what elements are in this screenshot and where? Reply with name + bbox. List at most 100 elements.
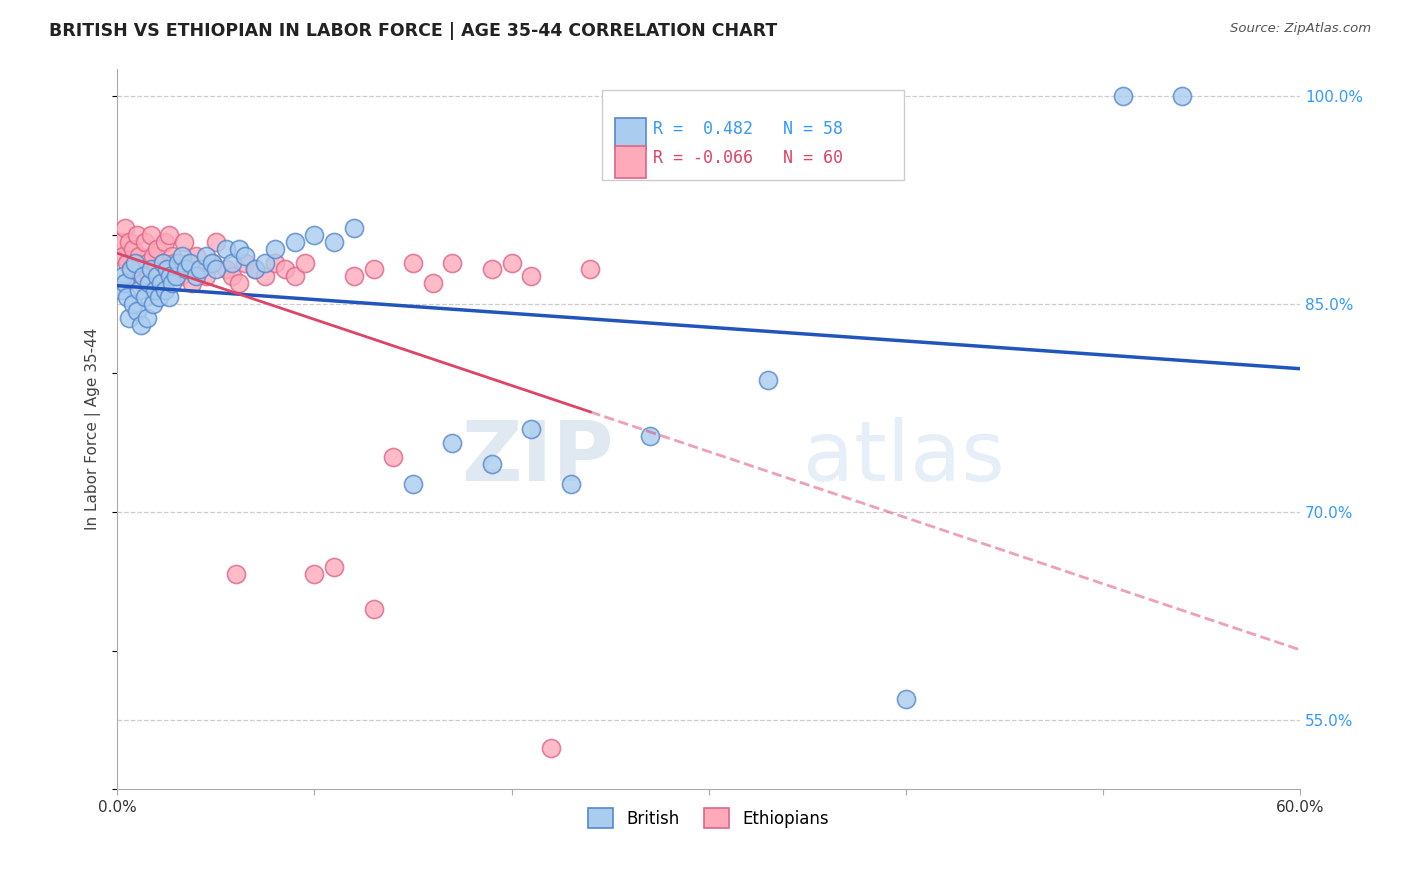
Point — [172, 249, 194, 263]
Point — [139, 227, 162, 242]
Point — [143, 262, 166, 277]
Point — [441, 435, 464, 450]
Point — [148, 290, 170, 304]
Text: R = -0.066   N = 60: R = -0.066 N = 60 — [652, 149, 844, 168]
Text: ZIP: ZIP — [461, 417, 614, 499]
Y-axis label: In Labor Force | Age 35-44: In Labor Force | Age 35-44 — [86, 327, 101, 530]
Point — [382, 450, 405, 464]
Point — [148, 269, 170, 284]
Point — [201, 255, 224, 269]
Point — [120, 262, 142, 277]
Point — [323, 560, 346, 574]
Point — [194, 269, 217, 284]
Point — [579, 262, 602, 277]
Point — [118, 310, 141, 325]
Point — [520, 269, 543, 284]
Text: R =  0.482   N = 58: R = 0.482 N = 58 — [652, 120, 844, 137]
Point — [128, 249, 150, 263]
Point — [124, 255, 146, 269]
Point — [110, 283, 132, 297]
Point — [129, 262, 152, 277]
Point — [540, 740, 562, 755]
Point — [756, 373, 779, 387]
Point — [174, 262, 197, 277]
Point — [245, 262, 267, 277]
Point — [264, 255, 287, 269]
Text: BRITISH VS ETHIOPIAN IN LABOR FORCE | AGE 35-44 CORRELATION CHART: BRITISH VS ETHIOPIAN IN LABOR FORCE | AG… — [49, 22, 778, 40]
Point — [114, 220, 136, 235]
FancyBboxPatch shape — [616, 146, 645, 178]
Point — [221, 269, 243, 284]
Point — [254, 255, 277, 269]
Point — [173, 235, 195, 249]
Point — [225, 567, 247, 582]
Point — [284, 235, 307, 249]
Legend: British, Ethiopians: British, Ethiopians — [581, 801, 837, 835]
Point — [118, 235, 141, 249]
Point — [264, 242, 287, 256]
Point — [112, 269, 135, 284]
FancyBboxPatch shape — [602, 90, 904, 180]
Point — [638, 429, 661, 443]
Point — [167, 255, 190, 269]
Text: Source: ZipAtlas.com: Source: ZipAtlas.com — [1230, 22, 1371, 36]
Point — [323, 235, 346, 249]
Point — [304, 567, 326, 582]
Point — [153, 283, 176, 297]
Point — [134, 235, 156, 249]
Point — [402, 255, 425, 269]
Point — [422, 277, 444, 291]
Point — [235, 249, 257, 263]
Point — [205, 235, 228, 249]
Point — [165, 262, 187, 277]
Point — [894, 692, 917, 706]
Point — [145, 269, 167, 284]
Point — [215, 242, 238, 256]
Point — [188, 262, 211, 277]
Point — [165, 269, 187, 284]
Point — [124, 269, 146, 284]
Point — [115, 290, 138, 304]
Point — [152, 255, 174, 269]
Point — [129, 318, 152, 332]
Point — [149, 277, 172, 291]
Point — [254, 269, 277, 284]
Point — [132, 269, 155, 284]
Text: atlas: atlas — [803, 417, 1005, 499]
Point — [125, 304, 148, 318]
Point — [560, 477, 582, 491]
Point — [343, 220, 366, 235]
Point — [343, 269, 366, 284]
Point — [132, 277, 155, 291]
Point — [159, 269, 181, 284]
Point — [215, 262, 238, 277]
Point — [138, 269, 160, 284]
Point — [157, 227, 180, 242]
Point — [228, 242, 250, 256]
Point — [115, 255, 138, 269]
Point — [177, 255, 200, 269]
Point — [235, 255, 257, 269]
Point — [114, 277, 136, 291]
Point — [402, 477, 425, 491]
Point — [122, 242, 145, 256]
Point — [135, 310, 157, 325]
Point — [162, 277, 184, 291]
Point — [363, 602, 385, 616]
Point — [184, 249, 207, 263]
Point — [152, 255, 174, 269]
Point — [205, 262, 228, 277]
Point — [441, 255, 464, 269]
Point — [134, 290, 156, 304]
Point — [157, 290, 180, 304]
Point — [221, 255, 243, 269]
Point — [294, 255, 316, 269]
Point — [125, 227, 148, 242]
Point — [520, 422, 543, 436]
Point — [184, 269, 207, 284]
Point — [188, 262, 211, 277]
Point — [149, 277, 172, 291]
Point — [138, 277, 160, 291]
Point — [122, 297, 145, 311]
Point — [179, 255, 201, 269]
